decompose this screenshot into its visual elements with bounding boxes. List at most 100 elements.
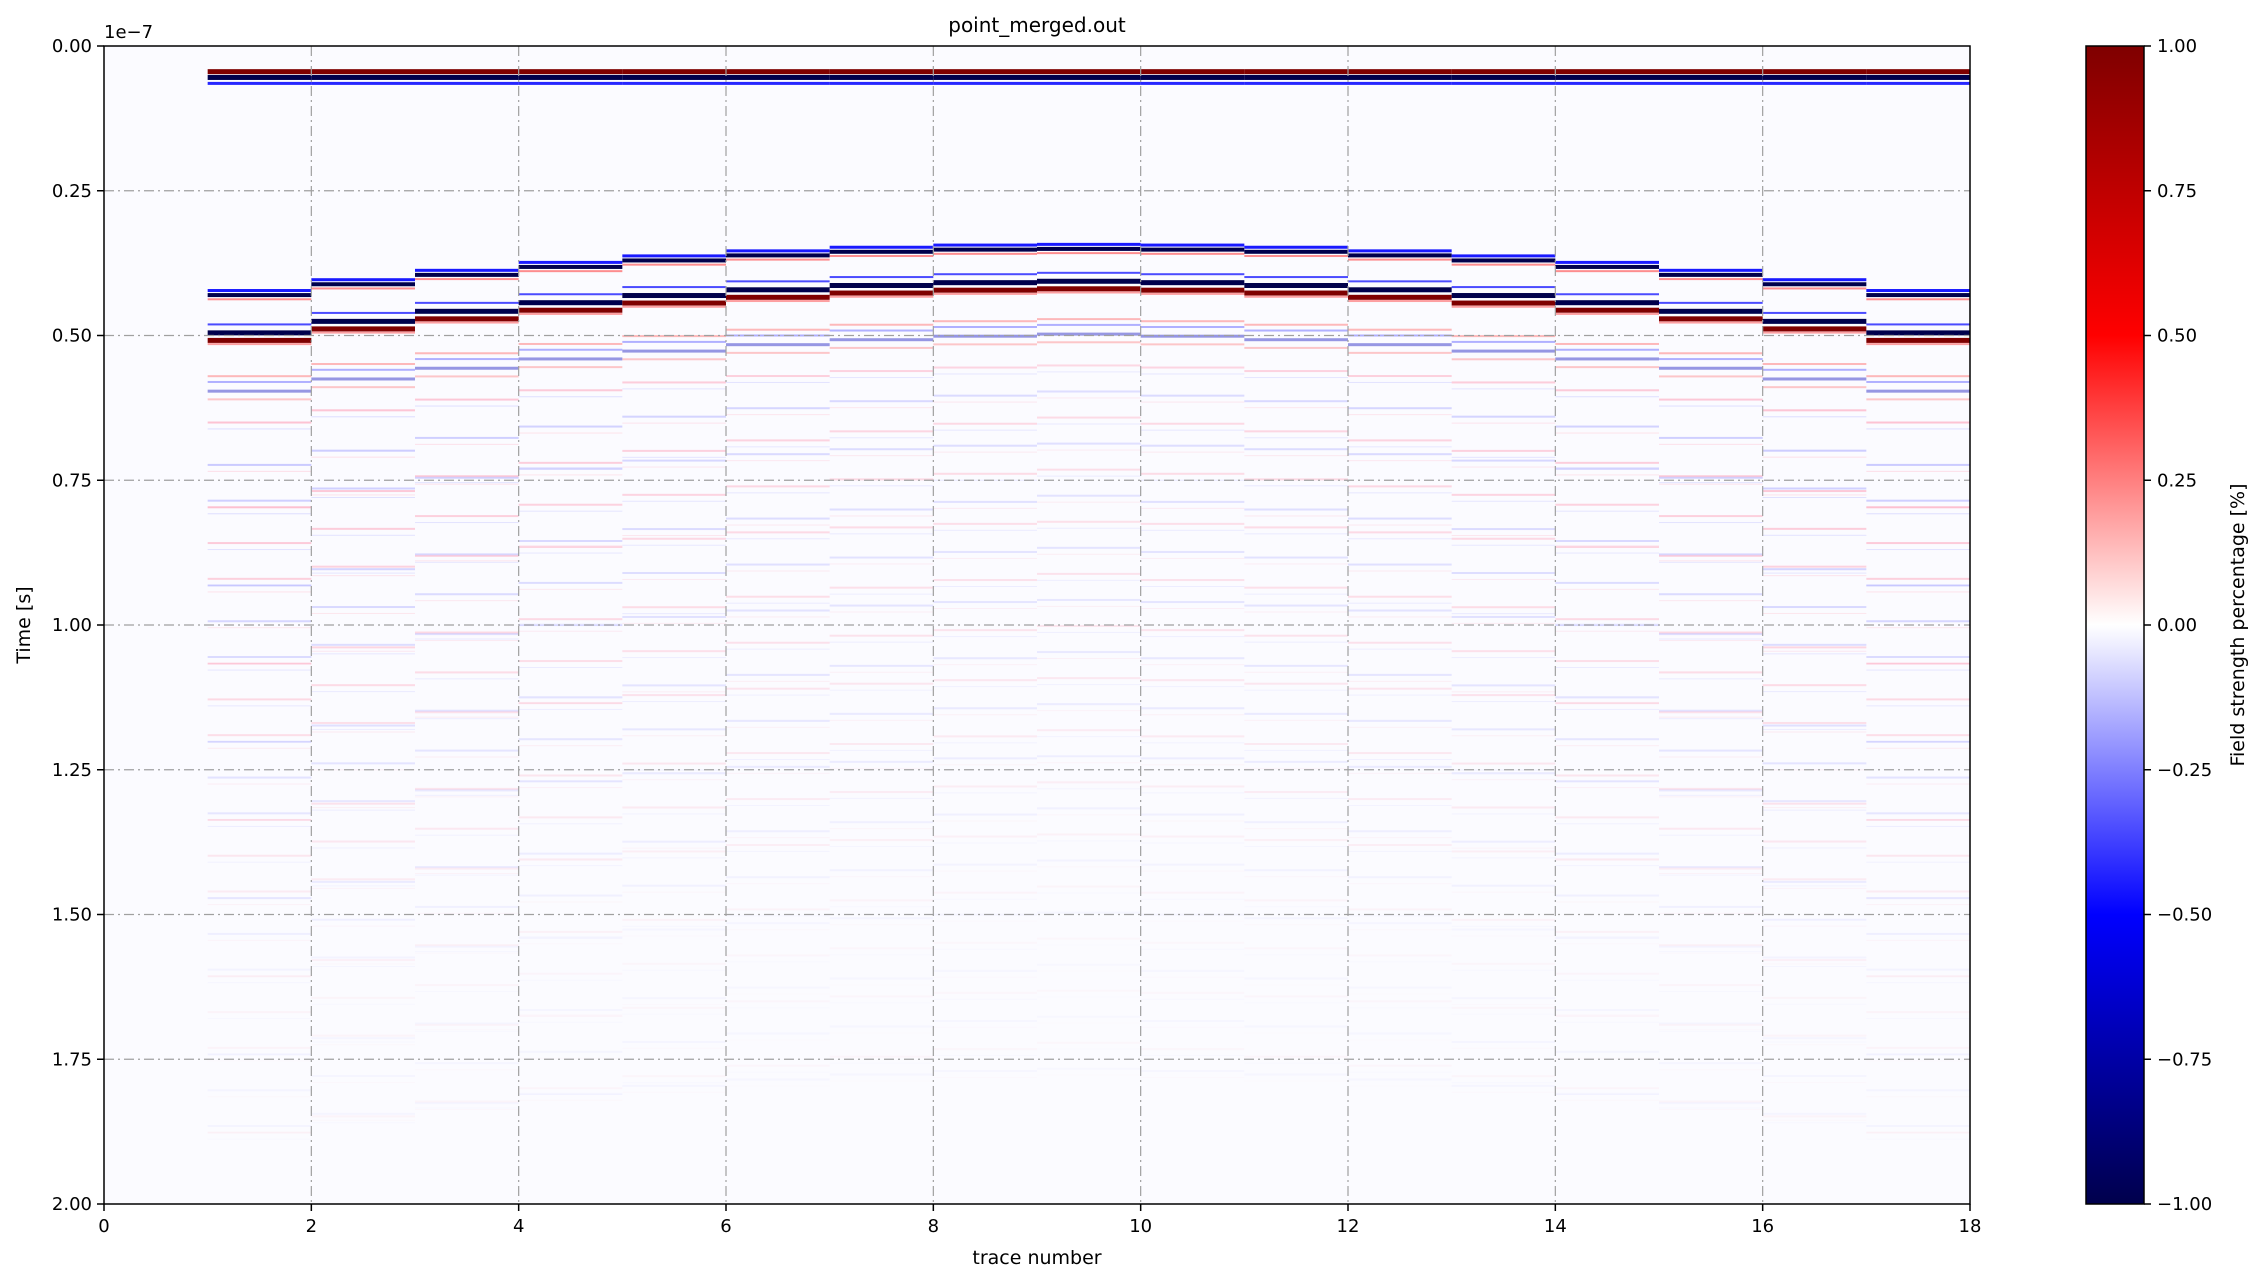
trace-band: [1037, 781, 1141, 784]
trace-band: [1451, 813, 1556, 815]
trace-band: [1555, 781, 1659, 783]
trace-band: [1866, 740, 1970, 743]
trace-column: [829, 69, 934, 1076]
trace-band: [726, 837, 830, 839]
trace-band: [1763, 1120, 1867, 1121]
trace-band: [1451, 925, 1556, 927]
trace-band: [415, 671, 519, 674]
trace-band: [726, 830, 830, 833]
trace-band: [518, 432, 623, 434]
y-tick-label: 0.75: [52, 470, 92, 491]
trace-band: [1140, 529, 1245, 531]
trace-band: [518, 312, 623, 315]
trace-band: [207, 542, 312, 545]
trace-band: [1866, 577, 1970, 580]
trace-band: [1244, 876, 1348, 878]
trace-band: [1451, 884, 1556, 887]
trace-band: [829, 245, 934, 249]
trace-band: [207, 812, 312, 815]
trace-band: [622, 293, 726, 299]
trace-band: [726, 609, 830, 612]
trace-band: [1866, 1018, 1970, 1020]
trace-band: [1348, 453, 1452, 456]
trace-columns: [207, 69, 1970, 1140]
trace-band: [933, 557, 1037, 559]
trace-band: [1244, 641, 1348, 643]
trace-band: [311, 646, 415, 649]
trace-band: [1140, 243, 1245, 247]
trace-band: [1348, 1078, 1452, 1081]
trace-band: [1866, 1060, 1970, 1062]
trace-band: [1659, 827, 1763, 830]
trace-band: [1451, 613, 1556, 615]
trace-band: [1141, 1027, 1245, 1028]
trace-band: [622, 340, 726, 343]
trace-band: [933, 686, 1037, 688]
trace-band: [933, 742, 1037, 744]
trace-band: [207, 975, 312, 977]
trace-band: [1659, 375, 1763, 378]
trace-band: [933, 835, 1037, 838]
trace-band: [207, 783, 312, 785]
trace-band: [1140, 629, 1245, 632]
trace-band: [1244, 995, 1348, 998]
trace-band: [933, 601, 1037, 604]
trace-band: [1659, 984, 1763, 987]
trace-band: [622, 74, 726, 80]
trace-band: [622, 544, 726, 546]
trace-band: [415, 874, 519, 876]
trace-band: [1555, 81, 1659, 85]
trace-column: [1244, 69, 1348, 1076]
trace-band: [1244, 400, 1348, 403]
trace-band: [933, 664, 1037, 666]
trace-band: [207, 337, 312, 343]
trace-band: [622, 254, 726, 258]
trace-band: [829, 563, 934, 565]
trace-band: [518, 540, 623, 543]
trace-band: [1348, 648, 1452, 650]
trace-band: [1866, 861, 1970, 863]
trace-band: [1348, 850, 1452, 852]
trace-band: [1140, 373, 1245, 375]
trace-band: [622, 456, 726, 458]
trace-band: [1348, 1000, 1452, 1003]
trace-band: [207, 506, 312, 508]
trace-band: [622, 571, 726, 574]
trace-band: [622, 650, 726, 653]
trace-band: [518, 943, 623, 945]
trace-band: [1037, 736, 1141, 738]
trace-band: [1555, 396, 1659, 398]
trace-band: [1762, 282, 1867, 287]
trace-band: [1866, 669, 1970, 671]
trace-column: [1866, 69, 1970, 1140]
trace-band: [311, 802, 415, 805]
trace-band: [1762, 416, 1867, 418]
trace-band: [726, 343, 830, 347]
trace-band: [207, 1018, 312, 1020]
trace-band: [518, 467, 623, 470]
trace-band: [622, 657, 726, 659]
trace-band: [1452, 1014, 1556, 1015]
trace-band: [726, 804, 830, 806]
y-tick-label: 0.25: [52, 181, 92, 202]
trace-band: [726, 538, 830, 540]
trace-band: [518, 588, 623, 590]
trace-band: [311, 575, 415, 577]
trace-band: [1555, 708, 1659, 710]
trace-band: [207, 975, 312, 978]
trace-band: [518, 894, 623, 897]
trace-band: [933, 992, 1037, 994]
trace-band: [207, 897, 312, 899]
trace-band: [933, 280, 1037, 286]
trace-band: [518, 74, 623, 80]
trace-band: [726, 595, 830, 598]
trace-band: [207, 298, 312, 301]
trace-band: [1866, 584, 1970, 586]
trace-band: [829, 430, 934, 433]
trace-band: [622, 349, 726, 353]
trace-band: [1763, 1042, 1867, 1043]
trace-band: [207, 1011, 312, 1014]
trace-band: [1555, 937, 1659, 939]
trace-band: [1555, 293, 1659, 296]
trace-band: [1659, 789, 1763, 792]
